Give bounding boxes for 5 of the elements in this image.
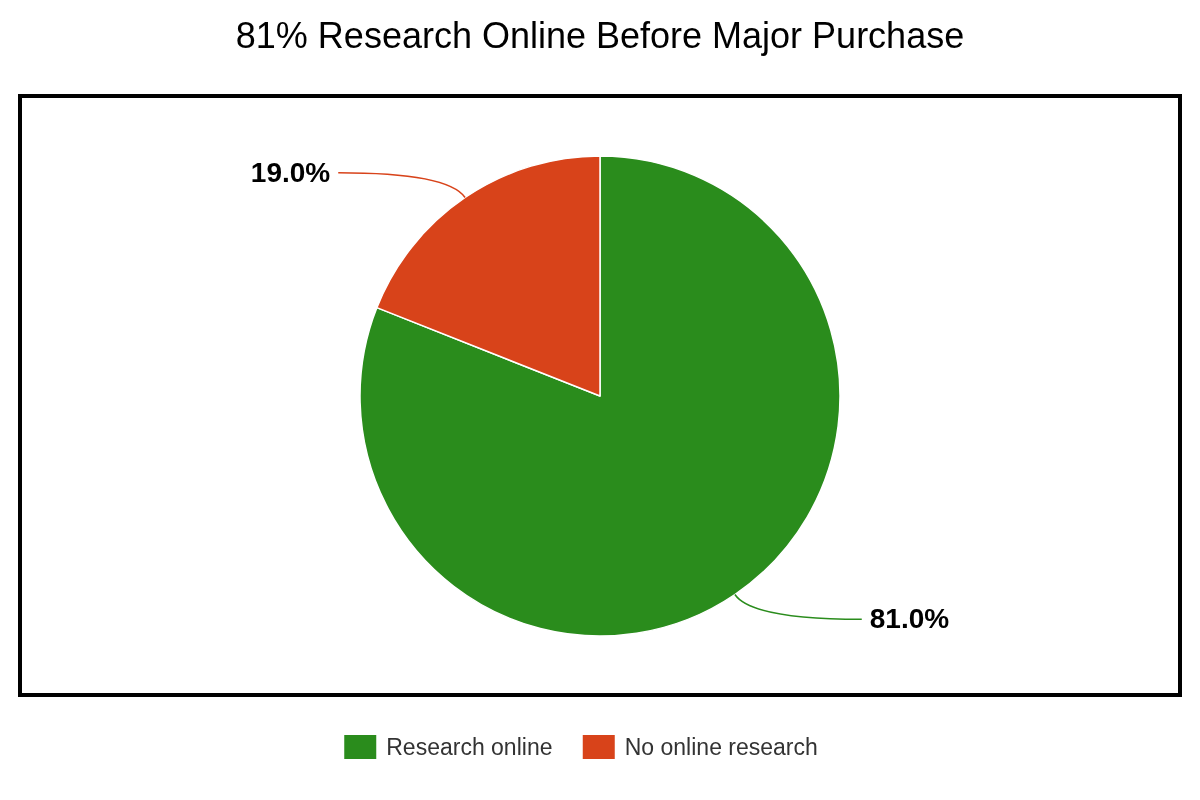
data-label: 81.0% [869, 603, 950, 635]
chart-title: 81% Research Online Before Major Purchase [235, 15, 965, 56]
data-label: 19.0% [250, 156, 331, 188]
legend-label: Research online [386, 734, 553, 760]
legend-label: No online research [624, 734, 818, 760]
